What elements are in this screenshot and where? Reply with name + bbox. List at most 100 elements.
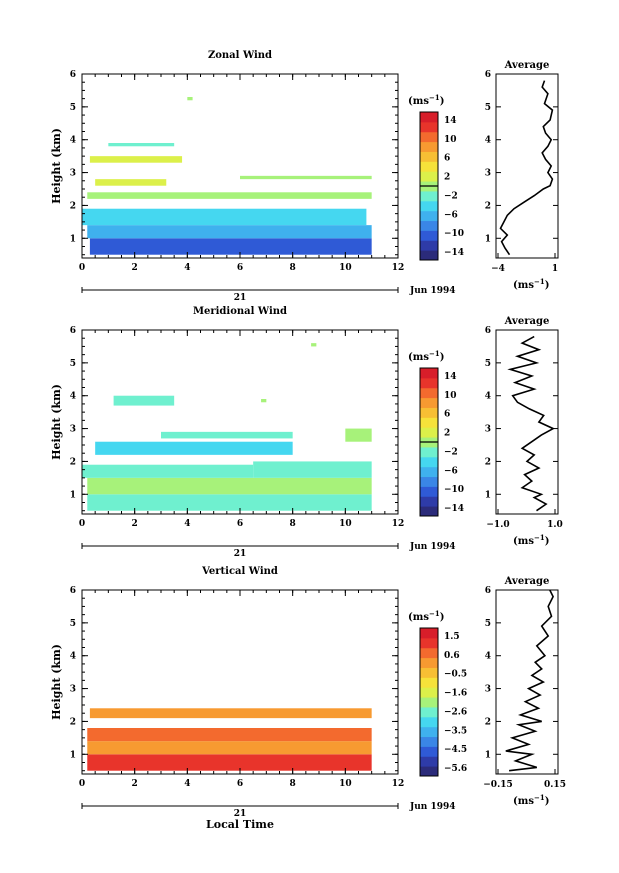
x-tick-label: 10 [339,519,352,529]
x-tick-label: 6 [237,263,243,273]
colorbar-segment [420,697,438,708]
colorbar-segment [420,250,438,261]
profile-y-tick-label: 6 [485,586,491,596]
colorbar-label: −0.5 [444,670,467,680]
y-tick-label: 4 [70,136,76,146]
colorbar-segment [420,496,438,507]
profile-unit-exp: −1 [534,533,545,542]
colorbar-segment [420,506,438,517]
colorbar-label: 1.5 [444,632,460,642]
colorbar-segment [420,171,438,182]
profile-x-tick-label: −1.0 [486,520,509,530]
colorbar-label: 10 [444,135,457,145]
colorbar-unit-exp: −1 [429,609,440,618]
colorbar-label: −6 [444,466,458,476]
x-tick-label: 0 [79,263,85,273]
profile-title: Average [504,316,550,327]
profile-unit-close: ) [545,280,550,291]
y-tick-label: 3 [70,685,76,695]
x-tick-label: 8 [290,779,296,789]
profile-y-tick-label: 5 [485,103,491,113]
profile-x-tick-label: 1.0 [547,520,563,530]
y-tick-label: 1 [70,234,76,244]
colorbar-segment [420,161,438,172]
heatmap-band [95,441,293,455]
colorbar-segment [420,716,438,728]
colorbar-label: 6 [444,410,450,420]
colorbar-segment [420,486,438,497]
colorbar-label: −14 [444,504,464,514]
heatmap-band [82,464,254,478]
heatmap-band [187,97,193,101]
colorbar-unit: (ms−1) [408,93,444,107]
profile-y-tick-label: 4 [485,652,491,662]
x-tick-label: 0 [79,779,85,789]
colorbar-label: −1.6 [444,689,467,699]
colorbar-segment [420,112,438,123]
profile-line [507,335,555,512]
colorbar-segment [420,628,438,639]
colorbar-segment [420,200,438,212]
profile-y-tick-label: 2 [485,717,491,727]
heatmap-band [87,494,372,511]
colorbar-segment [420,397,438,408]
colorbar-segment [420,736,438,747]
colorbar-label: 0.6 [444,651,460,661]
x-tick-label: 8 [290,519,296,529]
date-tick-label: 21 [234,809,247,819]
colorbar-segment [420,476,438,487]
x-tick-label: 6 [237,779,243,789]
colorbar-label: 10 [444,391,457,401]
colorbar-segment [420,220,438,231]
colorbar-unit-exp: −1 [429,93,440,102]
colorbar-segment [420,151,438,162]
colorbar-label: 2 [444,429,450,439]
colorbar-segment [420,756,438,767]
profile-title: Average [504,60,550,71]
colorbar-label: 14 [444,116,457,126]
x-tick-label: 4 [184,779,190,789]
heatmap-band [311,343,317,347]
profile-y-tick-label: 5 [485,359,491,369]
x-tick-label: 12 [392,263,405,273]
profile-frame [495,589,559,775]
heatmap-band [89,238,372,255]
heatmap-band [108,143,175,147]
colorbar-label: −2.6 [444,707,467,717]
heatmap-band [87,741,372,755]
colorbar-segment [420,141,438,152]
heatmap-band [87,225,372,239]
profile-unit: (ms−1) [513,793,549,807]
y-tick-label: 3 [70,425,76,435]
colorbar-segment [420,706,438,718]
profile-y-tick-label: 4 [485,136,491,146]
profile-frame [495,73,559,259]
colorbar-segment [420,210,438,222]
colorbar-unit: (ms−1) [408,349,444,363]
colorbar-label: −10 [444,229,464,239]
colorbar-segment [420,657,438,668]
x-tick-label: 4 [184,263,190,273]
profile-line [505,589,554,772]
colorbar-segment [420,446,438,458]
profile-y-tick-label: 1 [485,490,491,500]
colorbar-segment [420,387,438,399]
y-tick-label: 6 [70,586,76,596]
y-tick-label: 1 [70,490,76,500]
profile-x-tick-label: 0.15 [544,780,566,790]
colorbar-segment [420,766,438,777]
x-tick-label: 8 [290,263,296,273]
y-tick-label: 2 [70,201,76,211]
y-tick-label: 4 [70,652,76,662]
profile-line [499,80,554,256]
colorbar-frame [419,627,439,777]
profile-unit-close: ) [545,796,550,807]
profile-unit: (ms−1) [513,533,549,547]
profile-unit-exp: −1 [534,277,545,286]
profile-title: Average [504,576,550,587]
colorbar-unit-close: ) [440,352,445,363]
colorbar-segment [420,240,438,251]
colorbar-label: −3.5 [444,726,467,736]
colorbar-segment [420,190,438,202]
profile-y-tick-label: 2 [485,201,491,211]
